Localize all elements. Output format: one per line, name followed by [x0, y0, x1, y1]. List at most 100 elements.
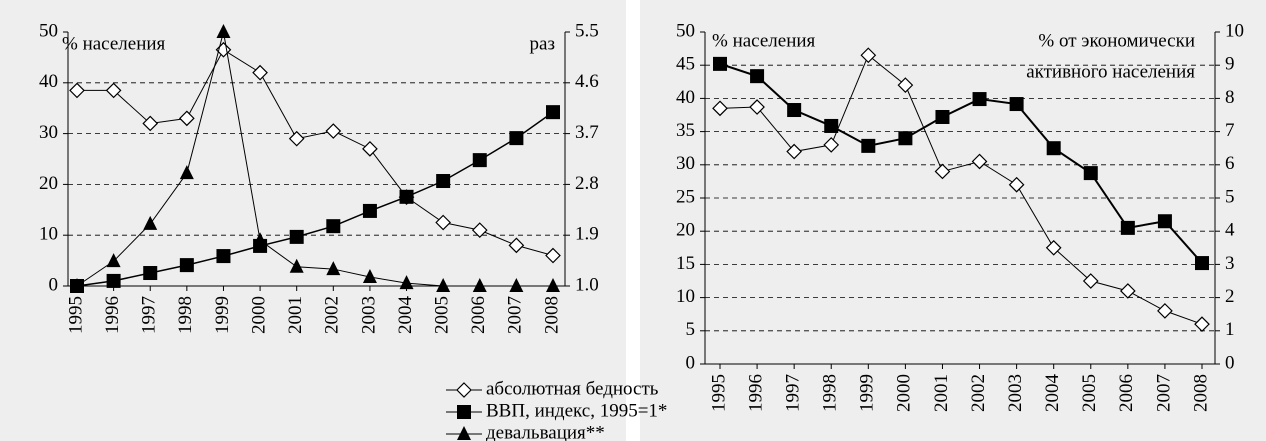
marker	[106, 273, 121, 288]
annotation: активного населения	[1026, 61, 1195, 82]
marker	[362, 268, 377, 283]
marker	[472, 153, 487, 168]
x-tick-label: 1997	[783, 374, 804, 412]
marker	[326, 219, 341, 234]
marker	[546, 105, 560, 120]
x-tick-label: 2003	[1005, 374, 1026, 412]
marker	[508, 237, 525, 254]
x-tick-label: 1996	[102, 296, 123, 334]
y2-tick-label: 3	[1225, 253, 1235, 274]
x-tick-label: 2000	[894, 374, 915, 412]
y-tick-label: 30	[39, 122, 58, 143]
marker	[1120, 283, 1136, 299]
y2-tick-label: 6	[1225, 153, 1235, 174]
marker	[178, 110, 195, 127]
y-tick-label: 0	[49, 274, 59, 295]
marker	[971, 153, 988, 170]
x-tick-label: 2007	[1153, 374, 1174, 412]
annotation: % от экономически	[1038, 30, 1195, 51]
y-tick-label: 10	[676, 286, 695, 307]
marker	[142, 115, 159, 132]
y-tick-label: 30	[676, 153, 695, 174]
y-tick-label: 15	[676, 253, 695, 274]
marker	[1082, 273, 1099, 289]
panel-left	[0, 0, 626, 441]
marker	[972, 92, 987, 107]
marker	[399, 189, 414, 204]
marker	[457, 405, 471, 419]
x-tick-label: 1999	[212, 296, 233, 334]
y-tick-label: 40	[676, 87, 695, 108]
marker	[457, 426, 471, 440]
marker	[179, 258, 194, 273]
marker	[713, 56, 727, 71]
marker	[70, 278, 84, 292]
y-tick-label: 0	[686, 352, 696, 373]
marker	[1157, 303, 1173, 319]
marker	[786, 143, 803, 160]
marker	[1083, 166, 1098, 181]
marker	[435, 214, 452, 231]
x-tick-label: 2007	[505, 296, 526, 334]
y2-tick-label: 0	[1225, 352, 1235, 373]
marker	[399, 275, 414, 290]
x-tick-label: 2005	[1079, 374, 1100, 412]
legend-label: ВВП, индекс, 1995=1*	[486, 400, 667, 421]
marker	[362, 203, 377, 218]
marker	[436, 278, 451, 292]
marker	[216, 249, 231, 264]
marker	[823, 137, 840, 153]
y2-tick-label: 1.9	[575, 224, 599, 245]
marker	[509, 278, 524, 292]
marker	[546, 278, 560, 292]
x-tick-label: 2001	[285, 296, 306, 334]
x-tick-label: 1996	[745, 374, 766, 412]
marker	[216, 24, 231, 38]
marker	[1046, 141, 1061, 156]
x-tick-label: 1995	[65, 296, 86, 334]
y-tick-label: 50	[676, 20, 695, 41]
x-tick-label: 1997	[139, 296, 160, 334]
marker	[1120, 220, 1135, 235]
marker	[472, 278, 487, 292]
marker	[325, 123, 342, 139]
y2-tick-label: 9	[1225, 54, 1235, 75]
y2-tick-label: 4	[1225, 220, 1235, 241]
y-tick-label: 35	[676, 120, 695, 141]
marker	[1008, 176, 1025, 193]
marker	[253, 232, 268, 247]
x-tick-label: 2004	[1042, 374, 1063, 413]
y2-tick-label: 7	[1225, 120, 1235, 141]
x-tick-label: 1999	[857, 374, 878, 412]
y-tick-label: 25	[676, 186, 695, 207]
marker	[897, 77, 914, 93]
y2-tick-label: 5	[1225, 186, 1235, 207]
y2-tick-label: 2	[1225, 286, 1235, 307]
x-tick-label: 1995	[708, 374, 729, 412]
marker	[749, 99, 765, 115]
y2-tick-label: 1.0	[575, 274, 599, 295]
marker	[1009, 97, 1024, 112]
x-tick-label: 2000	[248, 296, 269, 334]
marker	[289, 229, 304, 244]
y2-tick-label: 4.6	[575, 71, 599, 92]
marker	[1195, 256, 1209, 271]
marker	[143, 215, 158, 230]
marker	[436, 174, 451, 189]
x-tick-label: 2008	[541, 296, 562, 334]
y-tick-label: 50	[39, 20, 58, 41]
marker	[106, 253, 121, 268]
marker	[861, 138, 876, 153]
marker	[362, 140, 378, 157]
x-tick-label: 2001	[931, 374, 952, 412]
marker	[898, 131, 913, 146]
marker	[471, 222, 488, 238]
marker	[1194, 316, 1210, 333]
marker	[712, 100, 728, 117]
marker	[509, 131, 524, 146]
marker	[824, 118, 839, 133]
marker	[935, 109, 950, 124]
series-line	[76, 31, 553, 287]
x-tick-label: 2002	[968, 374, 989, 412]
